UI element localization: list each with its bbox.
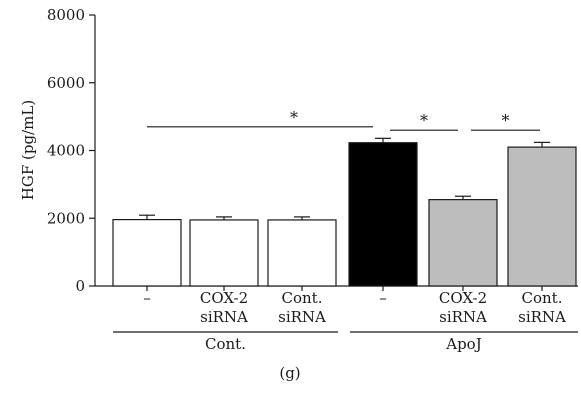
panel-label: (g) [279, 364, 300, 382]
significance-markers: * * * [147, 108, 540, 131]
x-tick-label-line2: siRNA [439, 308, 487, 326]
x-tick-label: COX-2 [200, 289, 248, 307]
y-tick-label: 2000 [47, 209, 85, 227]
group-labels: Cont. ApoJ [113, 331, 578, 353]
x-tick-label-line2: siRNA [278, 308, 326, 326]
y-tick-label: 4000 [47, 142, 85, 160]
x-tick-label: Cont. [282, 289, 323, 307]
bar [112, 219, 182, 287]
y-tick-label: 6000 [47, 74, 85, 92]
x-tick-label: COX-2 [439, 289, 487, 307]
y-axis-label: HGF (pg/mL) [19, 100, 37, 200]
significance-star: * [420, 111, 428, 130]
bars [112, 137, 577, 291]
bar [267, 219, 337, 287]
x-tick-label: – [143, 289, 151, 307]
y-tick-label: 8000 [47, 6, 85, 24]
bar [428, 199, 498, 287]
bar [348, 142, 418, 287]
group-label: Cont. [205, 335, 246, 353]
bar [189, 219, 259, 287]
group-label: ApoJ [445, 335, 481, 353]
x-tick-label-line2: siRNA [200, 308, 248, 326]
significance-star: * [502, 111, 510, 130]
x-tick-label-line2: siRNA [518, 308, 566, 326]
bar [507, 146, 577, 287]
significance-star: * [290, 108, 298, 127]
x-tick-label: Cont. [522, 289, 563, 307]
y-tick-label: 0 [75, 277, 85, 295]
axes: 0 2000 4000 6000 8000 [47, 6, 578, 295]
x-tick-label: – [379, 289, 387, 307]
